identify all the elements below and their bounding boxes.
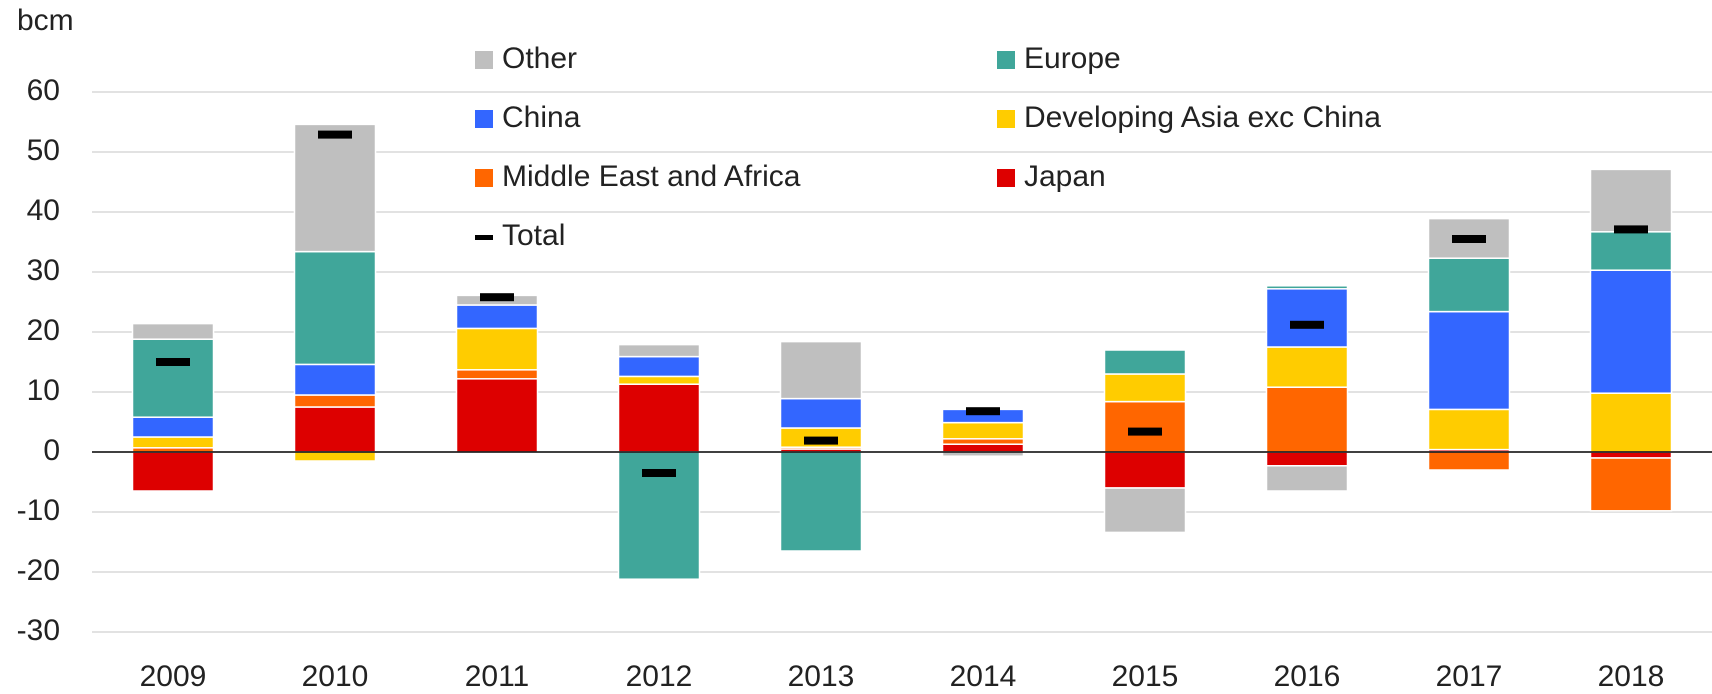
- x-tick-label: 2018: [1598, 660, 1665, 693]
- legend-swatch: [997, 110, 1015, 128]
- bar-segment: [455, 369, 539, 380]
- x-tick-label: 2010: [302, 660, 369, 693]
- bar-segment: [131, 338, 215, 418]
- legend-swatch: [475, 235, 493, 240]
- bar-segment: [941, 421, 1025, 440]
- bar-segment: [617, 343, 701, 358]
- y-tick-label: 20: [27, 314, 60, 347]
- total-marker: [1614, 225, 1648, 234]
- y-axis-label: bcm: [17, 4, 74, 37]
- bar-segment: [1265, 346, 1349, 388]
- x-tick-label: 2011: [465, 660, 530, 693]
- bar-segment: [1427, 408, 1511, 451]
- bar-segment: [1589, 269, 1673, 394]
- y-tick-label: 30: [27, 254, 60, 287]
- legend-label: Other: [502, 42, 577, 75]
- bar-segment: [1589, 168, 1673, 233]
- x-tick-label: 2013: [788, 660, 855, 693]
- bar-segment: [1589, 451, 1673, 459]
- legend-swatch: [475, 51, 493, 69]
- y-tick-label: 10: [27, 374, 60, 407]
- bar-segment: [617, 383, 701, 453]
- bar-segment: [1265, 285, 1349, 290]
- legend-swatch: [475, 169, 493, 187]
- x-tick-label: 2009: [140, 660, 207, 693]
- bar-segment: [617, 355, 701, 378]
- bar-segment: [293, 363, 377, 396]
- total-marker: [966, 407, 1000, 416]
- total-marker: [1128, 427, 1162, 436]
- total-marker: [318, 130, 352, 139]
- bar-segment: [1103, 373, 1187, 403]
- bar-segment: [1427, 451, 1511, 471]
- bar-segment: [455, 327, 539, 371]
- legend-swatch: [997, 51, 1015, 69]
- total-marker: [1290, 320, 1324, 329]
- legend-label: China: [502, 101, 581, 134]
- bar-segment: [1103, 349, 1187, 375]
- y-tick-label: -30: [17, 614, 60, 647]
- x-tick-label: 2014: [950, 660, 1017, 693]
- y-tick-label: 0: [43, 434, 60, 467]
- bar-segment: [1103, 400, 1187, 453]
- y-tick-label: 50: [27, 134, 60, 167]
- bar-segment: [1265, 465, 1349, 492]
- bar-segment: [131, 436, 215, 449]
- bar-segment: [779, 340, 863, 400]
- bar-segment: [1589, 457, 1673, 512]
- bar-segment: [293, 394, 377, 408]
- bar-segment: [293, 123, 377, 253]
- x-tick-label: 2016: [1274, 660, 1341, 693]
- legend-label: Europe: [1024, 42, 1121, 75]
- bar-segment: [1265, 451, 1349, 467]
- bar-segment: [293, 451, 377, 462]
- bar-segment: [1589, 231, 1673, 271]
- legend-label: Total: [502, 219, 565, 252]
- bar-segment: [1103, 451, 1187, 489]
- bar-segment: [293, 406, 377, 453]
- bar-segment: [1427, 310, 1511, 411]
- bar-segment: [617, 375, 701, 385]
- total-marker: [804, 436, 838, 445]
- legend-label: Middle East and Africa: [502, 160, 801, 193]
- x-tick-label: 2017: [1436, 660, 1503, 693]
- total-marker: [1452, 235, 1486, 243]
- x-tick-label: 2015: [1112, 660, 1179, 693]
- bar-segment: [1589, 392, 1673, 453]
- bar-segment: [1265, 288, 1349, 348]
- y-tick-label: 40: [27, 194, 60, 227]
- bar-segment: [293, 250, 377, 366]
- bar-segment: [1265, 386, 1349, 453]
- y-tick-label: -10: [17, 494, 60, 527]
- bar-segment: [941, 443, 1025, 453]
- bar-segment: [941, 438, 1025, 445]
- x-tick-label: 2012: [626, 660, 693, 693]
- bar-segment: [455, 378, 539, 453]
- bar-segment: [455, 304, 539, 330]
- bar-segment: [779, 451, 863, 552]
- legend-swatch: [475, 110, 493, 128]
- y-tick-label: 60: [27, 74, 60, 107]
- legend-swatch: [997, 169, 1015, 187]
- legend-label: Developing Asia exc China: [1024, 101, 1381, 134]
- total-marker: [480, 293, 514, 302]
- total-marker: [156, 358, 190, 366]
- bar-segment: [1427, 257, 1511, 313]
- bar-segment: [131, 451, 215, 492]
- bar-segment: [779, 397, 863, 429]
- bar-segment: [131, 416, 215, 438]
- y-tick-label: -20: [17, 554, 60, 587]
- bar-segment: [131, 322, 215, 340]
- bar-segment: [1103, 487, 1187, 534]
- legend-label: Japan: [1024, 160, 1106, 193]
- total-marker: [642, 469, 676, 477]
